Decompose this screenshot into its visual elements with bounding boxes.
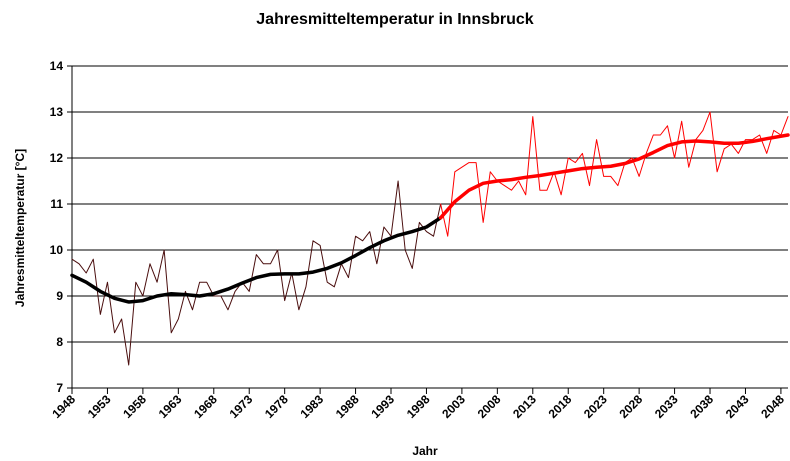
y-axis-label: Jahresmitteltemperatur [°C] bbox=[13, 149, 27, 307]
series-line bbox=[71, 180, 442, 366]
x-tick-label: 2018 bbox=[546, 392, 575, 421]
x-tick-label: 2008 bbox=[475, 392, 504, 421]
chart-title: Jahresmitteltemperatur in Innsbruck bbox=[256, 11, 534, 28]
x-axis-label: Jahr bbox=[412, 444, 438, 458]
x-tick-label: 1953 bbox=[85, 392, 114, 421]
x-tick-label: 2048 bbox=[758, 392, 787, 421]
y-tick-label: 9 bbox=[56, 289, 63, 303]
x-tick-label: 1968 bbox=[191, 392, 220, 421]
x-tick-label: 2043 bbox=[723, 392, 752, 421]
x-tick-label: 2013 bbox=[510, 392, 539, 421]
y-tick-label: 13 bbox=[50, 105, 64, 119]
series-line bbox=[440, 111, 789, 237]
x-tick-label: 1988 bbox=[333, 392, 362, 421]
x-tick-label: 1983 bbox=[297, 392, 326, 421]
y-tick-label: 14 bbox=[50, 59, 64, 73]
x-tick-label: 2023 bbox=[581, 392, 610, 421]
series-line bbox=[438, 133, 790, 220]
x-tick-label: 2038 bbox=[687, 392, 716, 421]
y-tick-label: 7 bbox=[56, 381, 63, 395]
y-tick-label: 12 bbox=[50, 151, 64, 165]
x-tick-label: 2033 bbox=[652, 392, 681, 421]
x-tick-label: 2028 bbox=[616, 392, 645, 421]
x-tick-label: 2003 bbox=[439, 392, 468, 421]
y-tick-label: 10 bbox=[50, 243, 64, 257]
x-tick-label: 1958 bbox=[120, 392, 149, 421]
series-line bbox=[70, 216, 443, 304]
y-tick-label: 11 bbox=[50, 197, 63, 211]
x-tick-label: 1978 bbox=[262, 392, 291, 421]
x-tick-label: 1963 bbox=[156, 392, 185, 421]
y-tick-label: 8 bbox=[56, 335, 63, 349]
x-tick-label: 1993 bbox=[368, 392, 397, 421]
x-tick-label: 1973 bbox=[227, 392, 256, 421]
x-tick-label: 1998 bbox=[404, 392, 433, 421]
x-tick-label: 1948 bbox=[49, 392, 78, 421]
